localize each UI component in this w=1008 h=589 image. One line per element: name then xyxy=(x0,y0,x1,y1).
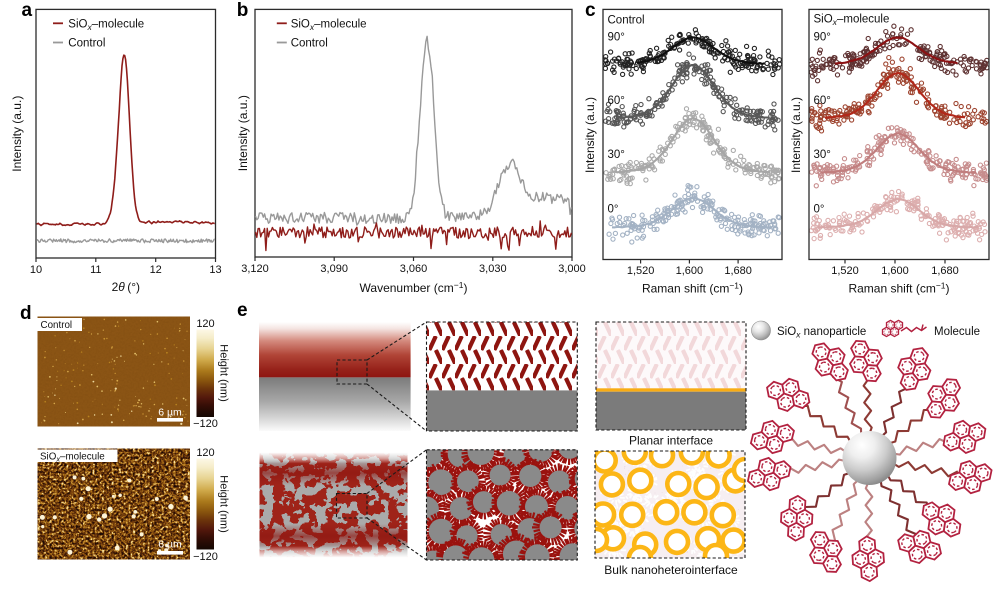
svg-text:Raman shift (cm−1): Raman shift (cm−1) xyxy=(848,281,949,296)
svg-text:60°: 60° xyxy=(608,95,625,107)
svg-text:90°: 90° xyxy=(608,32,625,44)
svg-text:30°: 30° xyxy=(608,149,625,161)
svg-text:3,120: 3,120 xyxy=(241,263,269,275)
svg-text:0°: 0° xyxy=(814,204,825,216)
svg-text:1,520: 1,520 xyxy=(627,265,655,277)
svg-text:SiOx–molecule: SiOx–molecule xyxy=(68,18,144,32)
svg-text:3,000: 3,000 xyxy=(558,263,586,275)
svg-text:Wavenumber (cm−1): Wavenumber (cm−1) xyxy=(360,280,468,295)
svg-text:Height (nm): Height (nm) xyxy=(218,344,230,401)
svg-text:Control: Control xyxy=(68,38,105,50)
svg-text:Intensity (a.u.): Intensity (a.u.) xyxy=(236,95,250,171)
svg-text:Planar interface: Planar interface xyxy=(629,434,713,448)
svg-text:3,060: 3,060 xyxy=(400,263,428,275)
svg-text:1,600: 1,600 xyxy=(881,265,909,277)
svg-text:SiOx–molecule: SiOx–molecule xyxy=(40,451,105,463)
svg-text:b: b xyxy=(237,0,249,21)
svg-text:6 µm: 6 µm xyxy=(158,539,182,551)
svg-text:10: 10 xyxy=(30,264,42,276)
svg-text:Control: Control xyxy=(291,38,328,50)
svg-text:3,090: 3,090 xyxy=(320,263,348,275)
svg-text:Control: Control xyxy=(41,320,73,331)
svg-text:60°: 60° xyxy=(814,95,831,107)
svg-text:Intensity (a.u.): Intensity (a.u.) xyxy=(10,96,24,172)
svg-text:11: 11 xyxy=(90,264,101,276)
svg-text:e: e xyxy=(237,300,248,321)
svg-text:SiOx–molecule: SiOx–molecule xyxy=(291,18,367,32)
svg-text:SiOx nanoparticle: SiOx nanoparticle xyxy=(777,326,866,339)
svg-text:Bulk nanoheterointerface: Bulk nanoheterointerface xyxy=(604,563,738,577)
svg-text:90°: 90° xyxy=(814,32,831,44)
svg-text:Intensity (a.u.): Intensity (a.u.) xyxy=(789,97,803,173)
svg-text:30°: 30° xyxy=(814,149,831,161)
svg-text:Height (nm): Height (nm) xyxy=(218,475,230,532)
svg-text:6 µm: 6 µm xyxy=(158,407,182,419)
svg-text:1,600: 1,600 xyxy=(676,265,704,277)
svg-text:−120: −120 xyxy=(193,551,218,563)
svg-text:Control: Control xyxy=(608,15,645,27)
svg-text:−120: −120 xyxy=(193,418,218,430)
svg-text:2θ (°): 2θ (°) xyxy=(112,280,140,294)
svg-text:SiOx–molecule: SiOx–molecule xyxy=(814,14,890,28)
svg-text:Intensity (a.u.): Intensity (a.u.) xyxy=(583,97,597,173)
svg-text:Molecule: Molecule xyxy=(934,326,980,338)
svg-text:1,520: 1,520 xyxy=(831,265,859,277)
svg-text:a: a xyxy=(22,0,33,21)
svg-text:120: 120 xyxy=(196,318,214,330)
svg-text:120: 120 xyxy=(196,447,214,459)
svg-text:13: 13 xyxy=(209,264,221,276)
svg-text:1,680: 1,680 xyxy=(931,265,959,277)
svg-text:1,680: 1,680 xyxy=(724,265,752,277)
svg-text:3,030: 3,030 xyxy=(479,263,507,275)
svg-text:0°: 0° xyxy=(608,204,619,216)
svg-text:c: c xyxy=(585,0,596,21)
svg-text:Raman shift (cm−1): Raman shift (cm−1) xyxy=(642,281,743,296)
svg-text:d: d xyxy=(20,303,32,324)
svg-text:12: 12 xyxy=(150,264,162,276)
